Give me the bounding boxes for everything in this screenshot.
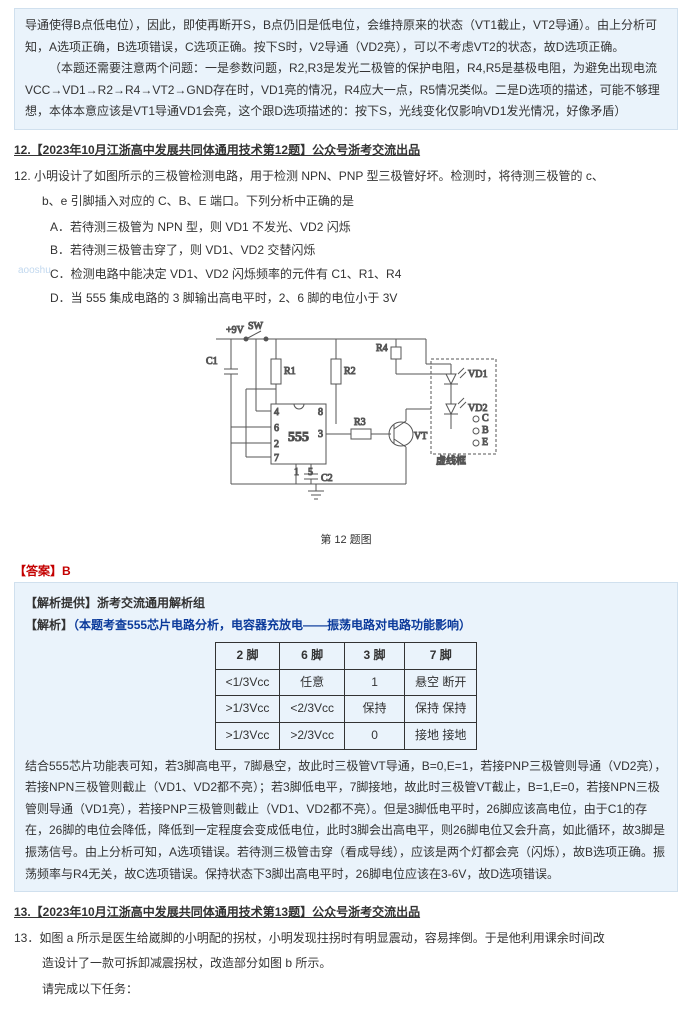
q12-optA: A．若待测三极管为 NPN 型，则 VD1 不发光、VD2 闪烁 bbox=[50, 217, 678, 239]
q12-stem-line1: 12. 小明设计了如图所示的三极管检测电路，用于检测 NPN、PNP 型三极管好… bbox=[14, 166, 678, 188]
table-row: >1/3Vcc >2/3Vcc 0 接地 接地 bbox=[215, 723, 477, 750]
svg-text:6: 6 bbox=[274, 423, 279, 434]
label-vt: VT bbox=[414, 431, 427, 442]
label-r2: R2 bbox=[344, 366, 356, 377]
svg-text:7: 7 bbox=[274, 453, 279, 464]
svg-text:B: B bbox=[482, 425, 489, 436]
label-c1: C1 bbox=[206, 356, 218, 367]
prev-explain-p2: （本题还需要注意两个问题：一是参数问题，R2,R3是发光二极管的保护电阻，R4,… bbox=[25, 58, 667, 123]
q12-optB: B．若待测三极管击穿了，则 VD1、VD2 交替闪烁 bbox=[50, 240, 678, 262]
q12-analysis-body: 结合555芯片功能表可知，若3脚高电平，7脚悬空，故此时三极管VT导通，B=0,… bbox=[25, 756, 667, 886]
q12-optD: D．当 555 集成电路的 3 脚输出高电平时，2、6 脚的电位小于 3V bbox=[50, 288, 678, 310]
q12-provider: 【解析提供】浙考交流通用解析组 bbox=[25, 593, 667, 615]
label-r4: R4 bbox=[376, 343, 388, 354]
q12-heading: 12.【2023年10月江浙高中发展共同体通用技术第12题】公众号浙考交流出品 bbox=[14, 140, 678, 162]
prev-explain-p1: 导通使得B点低电位），因此，即使再断开S，B点仍旧是低电位，会维持原来的状态（V… bbox=[25, 15, 667, 58]
answer-value: B bbox=[62, 564, 71, 578]
svg-text:E: E bbox=[482, 437, 488, 448]
svg-text:8: 8 bbox=[318, 407, 323, 418]
q12-answer: 【答案】B bbox=[14, 561, 678, 583]
watermark-text: aooshu bbox=[18, 262, 51, 280]
q13-heading: 13.【2023年10月江浙高中发展共同体通用技术第13题】公众号浙考交流出品 bbox=[14, 902, 678, 924]
q13-stem-line3: 请完成以下任务： bbox=[14, 979, 678, 1001]
label-vd1: VD1 bbox=[468, 369, 487, 380]
table-row: <1/3Vcc 任意 1 悬空 断开 bbox=[215, 669, 477, 696]
table-header-row: 2 脚 6 脚 3 脚 7 脚 bbox=[215, 643, 477, 670]
q13-stem-line2: 造设计了一款可拆卸减震拐杖，改造部分如图 b 所示。 bbox=[14, 953, 678, 975]
svg-text:C: C bbox=[482, 413, 489, 424]
svg-text:3: 3 bbox=[318, 429, 323, 440]
q12-options: A．若待测三极管为 NPN 型，则 VD1 不发光、VD2 闪烁 B．若待测三极… bbox=[14, 217, 678, 309]
q12-figure-caption: 第 12 题图 bbox=[14, 531, 678, 551]
label-socket: 虚线框 bbox=[436, 454, 466, 467]
label-r3: R3 bbox=[354, 417, 366, 428]
q13-stem-line1: 13．如图 a 所示是医生给崴脚的小明配的拐杖，小明发现拄拐时有明显震动，容易摔… bbox=[14, 928, 678, 950]
q12-optC: C．检测电路中能决定 VD1、VD2 闪烁频率的元件有 C1、R1、R4 bbox=[50, 264, 678, 286]
q12-analysis-title: 【解析】（本题考查555芯片电路分析，电容器充放电——振荡电路对电路功能影响） bbox=[25, 615, 667, 637]
q12-stem-line2: b、e 引脚插入对应的 C、B、E 端口。下列分析中正确的是 bbox=[14, 191, 678, 213]
q12-figure: +9V SW C1 R1 R2 R4 bbox=[14, 319, 678, 550]
q12-analysis-box: 【解析提供】浙考交流通用解析组 【解析】（本题考查555芯片电路分析，电容器充放… bbox=[14, 582, 678, 892]
svg-text:4: 4 bbox=[274, 407, 279, 418]
label-r1: R1 bbox=[284, 366, 296, 377]
answer-label: 【答案】 bbox=[14, 564, 62, 578]
label-555: 555 bbox=[288, 430, 309, 445]
label-9v: +9V bbox=[226, 325, 245, 336]
label-sw: SW bbox=[248, 321, 264, 332]
q12-truth-table: 2 脚 6 脚 3 脚 7 脚 <1/3Vcc 任意 1 悬空 断开 >1/3V… bbox=[215, 642, 478, 749]
label-c2: C2 bbox=[321, 473, 333, 484]
svg-text:2: 2 bbox=[274, 439, 279, 450]
table-row: >1/3Vcc <2/3Vcc 保持 保持 保持 bbox=[215, 696, 477, 723]
circuit-svg: +9V SW C1 R1 R2 R4 bbox=[176, 319, 516, 519]
prev-explanation-box: 导通使得B点低电位），因此，即使再断开S，B点仍旧是低电位，会维持原来的状态（V… bbox=[14, 8, 678, 130]
